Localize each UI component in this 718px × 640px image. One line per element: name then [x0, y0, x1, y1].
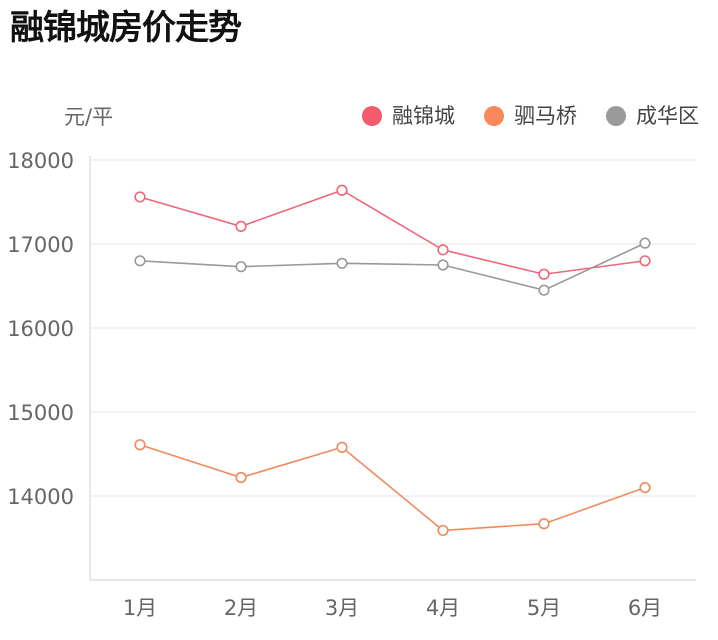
data-point[interactable]: [538, 284, 550, 296]
series-line: [139, 189, 646, 276]
data-point[interactable]: [639, 255, 651, 267]
data-point[interactable]: [235, 261, 247, 273]
y-tick-label: 15000: [7, 401, 74, 425]
legend-label: 融锦城: [392, 104, 455, 128]
data-point[interactable]: [235, 471, 247, 484]
series-line: [139, 242, 646, 292]
axes: 14000 15000 16000 17000 18000 1月 2月 3月 4月 5月 6月: [7, 149, 696, 620]
y-tick-label: 18000: [7, 149, 74, 173]
data-point[interactable]: [437, 244, 449, 256]
legend-item[interactable]: 成华区: [606, 104, 699, 128]
series: [134, 184, 651, 537]
data-point[interactable]: [235, 220, 247, 232]
y-tick-label: 17000: [7, 233, 74, 257]
y-axis-unit-label: 元/平: [64, 105, 113, 129]
legend-item[interactable]: 驷马桥: [484, 104, 577, 128]
legend-marker: [362, 106, 382, 126]
legend-label: 成华区: [636, 104, 699, 128]
y-tick-label: 16000: [7, 317, 74, 341]
x-tick-label: 2月: [224, 596, 258, 620]
data-point[interactable]: [639, 237, 651, 249]
legend-marker: [484, 106, 504, 126]
data-point[interactable]: [639, 482, 651, 494]
x-tick-label: 1月: [123, 596, 157, 620]
x-tick-label: 3月: [325, 596, 359, 620]
legend-label: 驷马桥: [514, 104, 577, 128]
data-point[interactable]: [538, 518, 550, 530]
legend-item[interactable]: 融锦城: [362, 104, 455, 128]
x-tick-label: 5月: [527, 596, 561, 620]
series-1: [134, 184, 651, 280]
data-point[interactable]: [336, 441, 348, 453]
data-point[interactable]: [134, 255, 146, 267]
data-point[interactable]: [437, 524, 449, 537]
y-tick-label: 14000: [7, 485, 74, 509]
data-point[interactable]: [336, 184, 348, 196]
series-line: [139, 443, 646, 532]
legend-marker: [606, 106, 626, 126]
data-point[interactable]: [134, 439, 146, 451]
data-point[interactable]: [538, 268, 550, 280]
series-2: [134, 439, 651, 537]
page-title: 融锦城房价走势: [10, 8, 242, 48]
x-tick-label: 4月: [426, 596, 460, 620]
grid: [90, 159, 696, 497]
legend[interactable]: 融锦城 驷马桥 成华区: [362, 104, 699, 128]
data-point[interactable]: [437, 259, 449, 271]
series-3: [134, 237, 651, 296]
data-point[interactable]: [134, 191, 146, 203]
x-tick-label: 6月: [628, 596, 662, 620]
data-point[interactable]: [336, 257, 348, 269]
